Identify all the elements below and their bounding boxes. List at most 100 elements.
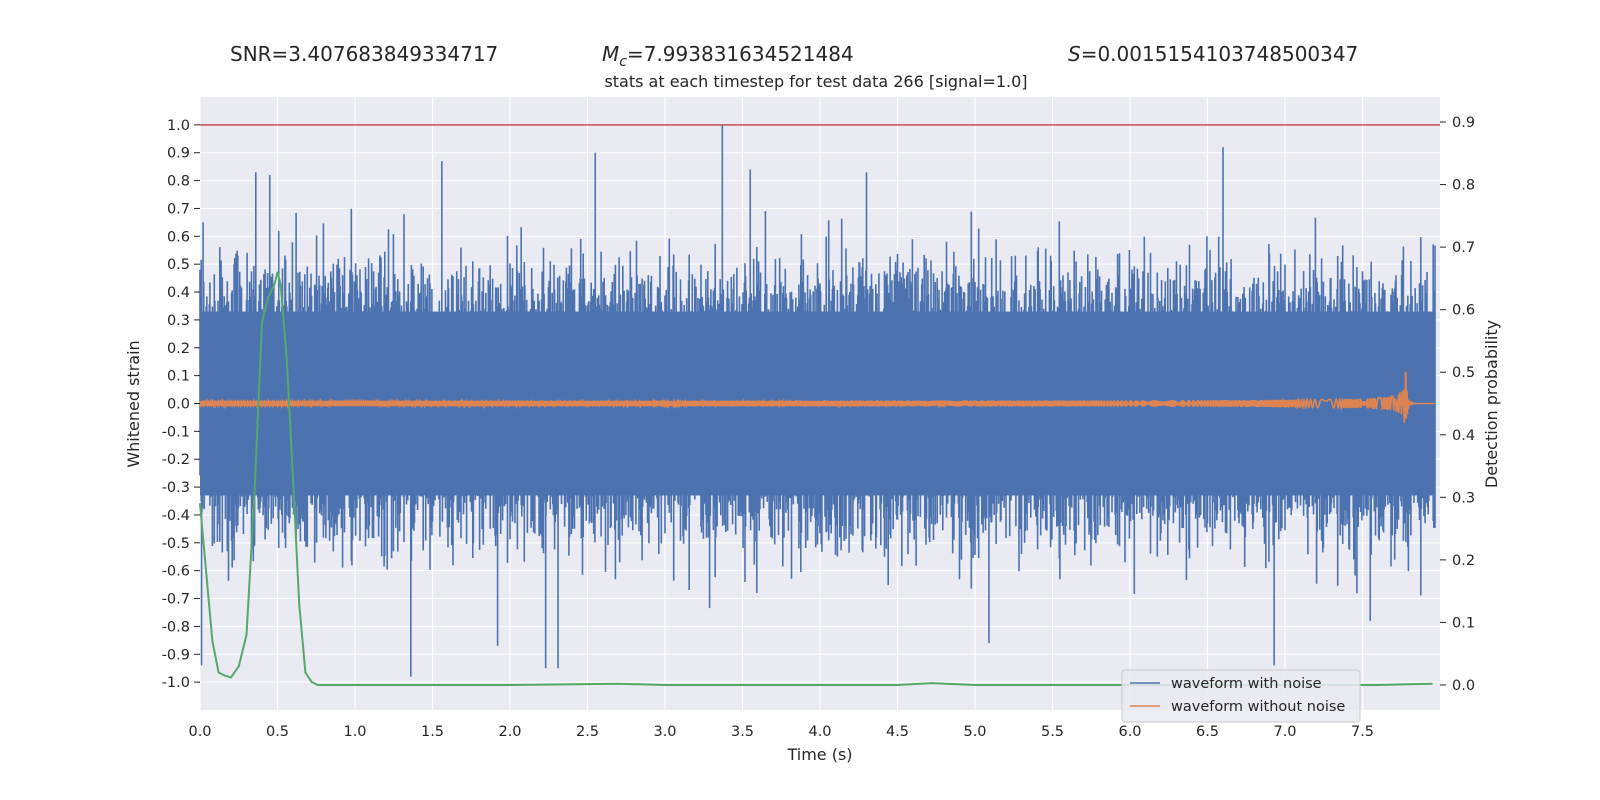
probability-point: [819, 684, 821, 686]
x-axis-label: Time (s): [786, 745, 852, 764]
series-waveform-without-noise: [199, 372, 1435, 423]
x-axis-ticks: 0.0 0.5 1.0 1.5 2.0 2.5 3.0 3.5 4.0 4.5 5.0 5.5 6.0 6…: [188, 724, 1374, 740]
probability-point: [230, 676, 232, 679]
snr-label: SNR=3.407683849334717: [230, 42, 498, 66]
probability-point: [323, 684, 325, 686]
legend-label-clean: waveform without noise: [1171, 699, 1345, 715]
chirp-mass-value: =7.993831634521484: [627, 42, 854, 66]
x-tick-label: 3.0: [653, 724, 676, 740]
y2-tick-label: 0.6: [1452, 303, 1475, 319]
probability-point: [253, 496, 255, 498]
x-tick-label: 1.0: [343, 724, 366, 740]
y-tick-label: -0.5: [162, 536, 190, 552]
probability-point: [211, 640, 213, 642]
s-stat-label: S=0.0015154103748500347: [1068, 42, 1358, 66]
y-tick-label: -0.9: [162, 647, 190, 663]
y-axis-label: Whitened strain: [124, 340, 143, 467]
probability-point: [354, 684, 356, 686]
chirp-mass-label: Mc=7.993831634521484: [602, 42, 854, 70]
y-axis-ticks: 1.0 0.9 0.8 0.7 0.6 0.5 0.4 0.3 0.2 0.1 0.0 -0.1 -0.…: [162, 118, 200, 691]
probability-point: [224, 674, 226, 677]
probability-point: [280, 284, 282, 286]
y2-tick-label: 0.8: [1452, 178, 1475, 194]
probability-point: [205, 571, 207, 573]
y-tick-label: 0.2: [167, 341, 190, 357]
x-tick-label: 3.5: [731, 724, 754, 740]
y2-tick-label: 0.3: [1452, 490, 1475, 506]
x-tick-label: 1.5: [421, 724, 444, 740]
x-tick-label: 7.0: [1273, 724, 1296, 740]
y-tick-label: 1.0: [167, 118, 190, 134]
probability-point: [245, 634, 248, 636]
legend-label-noise: waveform with noise: [1171, 676, 1322, 692]
x-tick-label: 4.0: [808, 724, 831, 740]
y2-tick-label: 0.1: [1452, 615, 1475, 631]
y-tick-label: -0.1: [162, 424, 190, 440]
y-tick-label: 0.6: [167, 229, 190, 245]
y-tick-label: 0.4: [167, 285, 190, 301]
x-tick-label: 0.0: [188, 724, 211, 740]
probability-point: [292, 477, 294, 480]
y-tick-label: 0.9: [167, 146, 190, 162]
s-stat-value: =0.0015154103748500347: [1081, 42, 1359, 66]
x-tick-label: 0.5: [266, 724, 289, 740]
x-tick-label: 5.0: [963, 724, 986, 740]
probability-point: [218, 671, 220, 674]
probability-point: [273, 284, 275, 286]
s-stat-symbol: S: [1068, 42, 1081, 66]
y2-tick-label: 0.0: [1452, 678, 1475, 694]
x-tick-label: 2.5: [576, 724, 599, 740]
y-tick-label: 0.7: [167, 201, 190, 217]
probability-point: [261, 321, 263, 323]
probability-point: [931, 682, 933, 684]
probability-point: [267, 296, 269, 298]
x-tick-label: 4.5: [886, 724, 909, 740]
y-tick-label: 0.0: [167, 397, 190, 413]
y2-tick-label: 0.9: [1452, 115, 1475, 131]
clean-waveform-line: [199, 372, 1435, 423]
y-tick-label: 0.8: [167, 174, 190, 190]
y-tick-label: -0.3: [162, 480, 190, 496]
probability-point: [311, 681, 313, 683]
y-tick-label: 0.1: [167, 369, 190, 385]
y-tick-label: -0.8: [162, 619, 190, 635]
probability-point: [276, 271, 279, 273]
chirp-mass-subscript: c: [619, 54, 627, 70]
probability-point: [238, 665, 240, 667]
y-tick-label: -1.0: [162, 675, 190, 691]
probability-point: [896, 684, 899, 686]
y2-tick-label: 0.5: [1452, 365, 1475, 381]
probability-point: [317, 684, 319, 686]
probability-point: [509, 684, 511, 686]
y2-tick-label: 0.7: [1452, 240, 1475, 256]
probability-point: [199, 502, 201, 505]
y2-axis-label: Detection probability: [1482, 320, 1501, 488]
series-detection-probability: [199, 271, 1433, 686]
y-tick-label: -0.6: [162, 564, 190, 580]
chirp-mass-symbol: M: [602, 42, 619, 66]
probability-point: [974, 684, 976, 686]
x-tick-label: 6.5: [1196, 724, 1219, 740]
y2-axis-ticks: 0.9 0.8 0.7 0.6 0.5 0.4 0.3 0.2 0.1 0.0: [1440, 115, 1475, 694]
y-tick-label: -0.7: [162, 592, 190, 608]
probability-point: [1431, 683, 1433, 685]
x-tick-label: 5.5: [1041, 724, 1064, 740]
y-tick-label: 0.5: [167, 257, 190, 273]
probability-point: [298, 603, 300, 605]
probability-point: [304, 671, 306, 674]
legend-box: [1121, 669, 1361, 723]
y-tick-label: -0.2: [162, 452, 190, 468]
x-tick-label: 7.5: [1351, 724, 1374, 740]
probability-point: [617, 683, 620, 685]
probability-point: [1377, 684, 1379, 686]
y-tick-label: -0.4: [162, 508, 190, 524]
probability-point: [286, 359, 288, 361]
y2-tick-label: 0.4: [1452, 428, 1475, 444]
y-tick-label: 0.3: [167, 313, 190, 329]
x-tick-label: 2.0: [498, 724, 521, 740]
legend: waveform with noise waveform without noi…: [1121, 669, 1361, 723]
probability-point: [664, 684, 666, 686]
y2-tick-label: 0.2: [1452, 553, 1475, 569]
x-tick-label: 6.0: [1118, 724, 1141, 740]
